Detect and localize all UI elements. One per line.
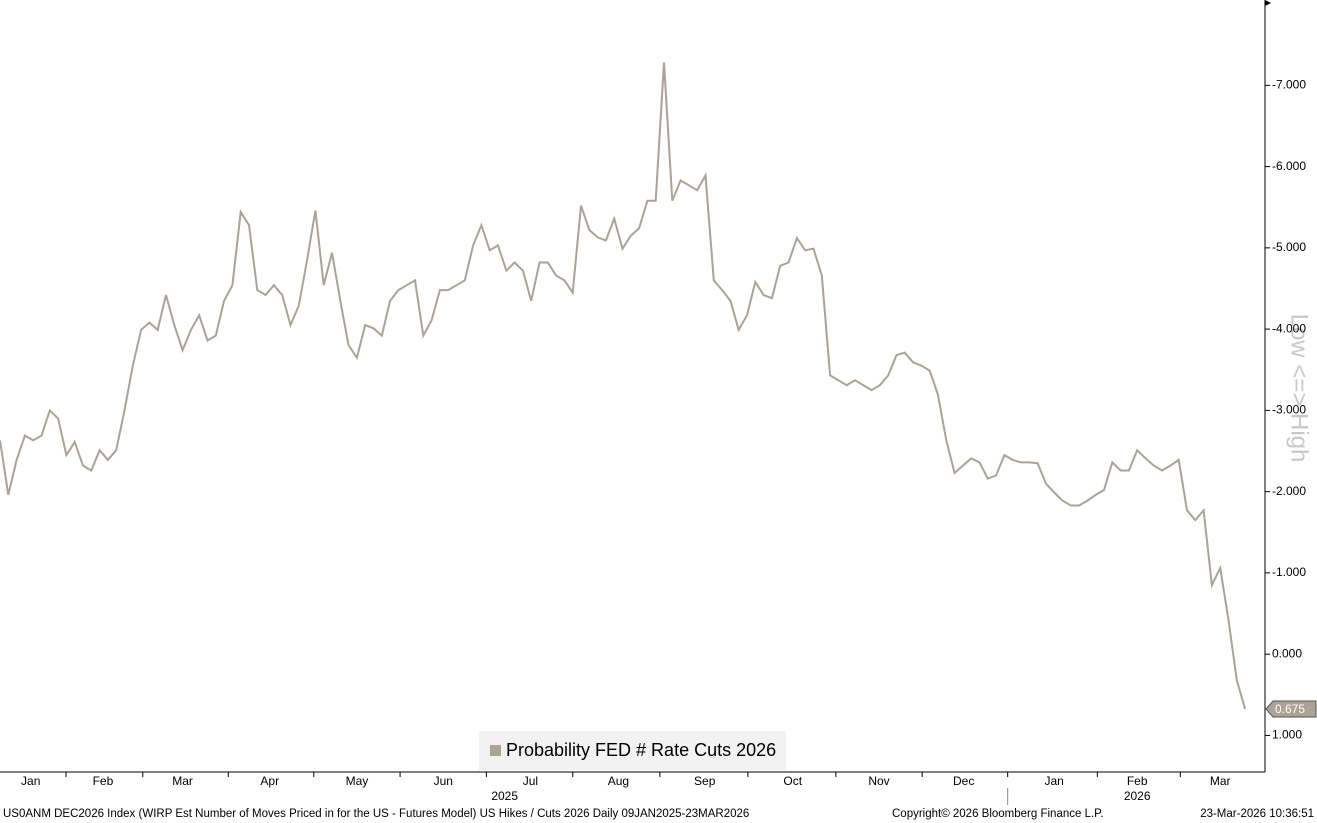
y-tick-label: -5.000 <box>1272 240 1306 254</box>
y-tick-label: 1.000 <box>1272 728 1302 742</box>
y-tick-label: 0.000 <box>1272 646 1302 660</box>
last-value-tag <box>1265 700 1317 718</box>
x-tick-label: Sep <box>694 774 716 788</box>
x-tick-label: Feb <box>93 774 114 788</box>
y-tick-label: -1.000 <box>1272 565 1306 579</box>
x-tick-label: Mar <box>172 774 193 788</box>
year-label: 2026 <box>1124 789 1151 803</box>
y-tick-label: -7.000 <box>1272 77 1306 91</box>
x-tick-label: Oct <box>783 774 802 788</box>
x-tick-label: Jun <box>434 774 453 788</box>
footer-left: US0ANM DEC2026 Index (WIRP Est Number of… <box>3 808 749 820</box>
legend-label: Probability FED # Rate Cuts 2026 <box>506 740 776 760</box>
y-tick-label: -4.000 <box>1272 321 1306 335</box>
line <box>0 62 1247 710</box>
legend-box <box>479 731 786 770</box>
y-axis-label: Low <=> High <box>1286 314 1313 463</box>
legend-swatch <box>490 745 501 756</box>
x-tick-label: Jan <box>21 774 40 788</box>
footer-date: 23-Mar-2026 10:36:51 <box>1200 808 1314 820</box>
footer-copyright: Copyright© 2026 Bloomberg Finance L.P. <box>892 808 1104 820</box>
last-value-label: 0.675 <box>1275 702 1305 716</box>
x-tick-label: Dec <box>953 774 974 788</box>
y-tick-label: -6.000 <box>1272 159 1306 173</box>
y-tick-label: -3.000 <box>1272 403 1306 417</box>
x-tick-label: Feb <box>1127 774 1148 788</box>
x-tick-label: Nov <box>868 774 889 788</box>
x-tick-label: Aug <box>608 774 629 788</box>
x-tick-label: Jan <box>1044 774 1063 788</box>
x-tick-label: Mar <box>1210 774 1231 788</box>
axis-arrow <box>1265 0 1271 6</box>
x-tick-label: Apr <box>260 774 279 788</box>
year-label: 2025 <box>491 789 518 803</box>
x-tick-label: May <box>346 774 369 788</box>
x-tick-label: Jul <box>523 774 538 788</box>
y-tick-label: -2.000 <box>1272 484 1306 498</box>
